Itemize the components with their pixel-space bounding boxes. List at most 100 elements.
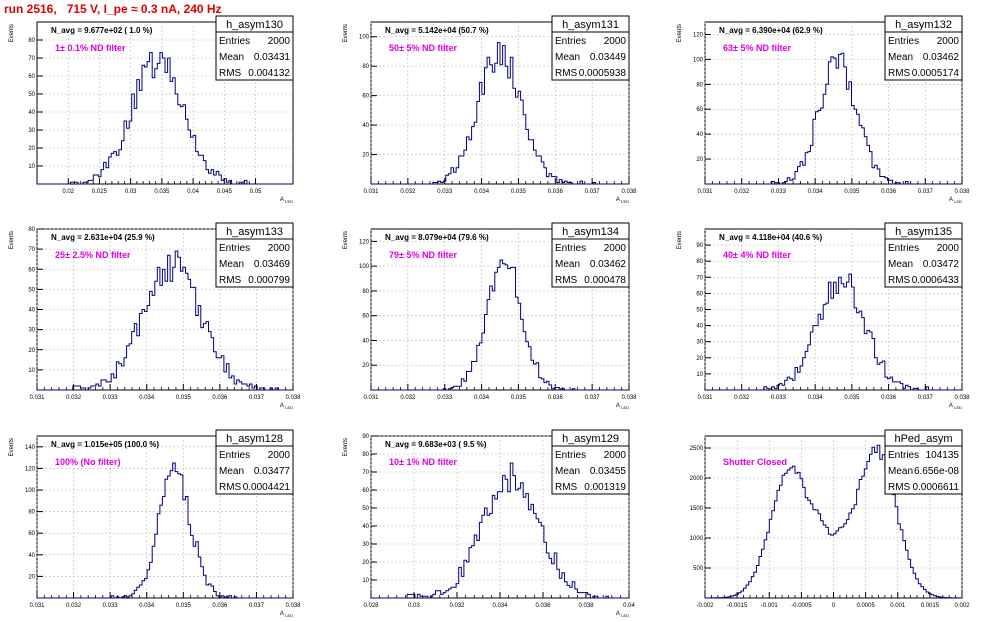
y-tick-label: 40 [28,110,35,116]
histogram-line [37,52,293,185]
stats-rms-label: RMS [219,68,242,79]
x-tick-label: 0.034 [474,189,490,195]
x-tick-label: 0.028 [363,603,379,609]
stats-rms-value: 0.0006433 [912,275,960,286]
y-tick-label: 40 [28,553,35,559]
filter-label: 10± 1% ND filter [389,457,457,467]
y-tick-label: 40 [696,132,703,138]
x-tick-label: 0.036 [535,603,551,609]
stats-rms-label: RMS [888,482,911,493]
x-tick-label: 0.034 [139,395,155,401]
filter-label: 50± 5% ND filter [389,43,457,53]
x-tick-label: 0.033 [771,395,787,401]
stats-entries-value: 2000 [604,36,627,47]
filter-label: 79± 5% ND filter [389,250,457,260]
stats-box [215,445,294,495]
histogram-panel-h_asym131: 0.031 0.032 0.033 0.034 0.035 0.036 0.037 0.038… [343,15,637,204]
stats-box [215,238,294,288]
y-tick-label: 60 [696,107,703,113]
y-tick-label: 1500 [690,506,704,512]
x-tick-label: 0.037 [918,395,934,401]
x-axis-label: A LED [280,611,293,618]
x-tick-label: 0.031 [697,189,713,195]
x-tick-label: -0.001 [761,603,779,609]
stats-mean-value: 0.03462 [923,52,960,63]
x-tick-label: 0.037 [249,603,265,609]
y-tick-label: 60 [28,267,35,273]
x-tick-label: 0.038 [621,395,637,401]
stats-mean-value: 0.03431 [254,52,291,63]
y-tick-label: 20 [696,356,703,362]
y-tick-label: 10 [28,368,35,374]
x-tick-label: 0.037 [918,189,934,195]
y-tick-label: 30 [696,340,703,346]
x-tick-label: 0.032 [66,395,82,401]
plot-frame [36,435,294,599]
n-avg-label: N_avg = 2.631e+04 (25.9 %) [51,233,155,242]
stats-rms-value: 0.0005174 [912,68,960,79]
y-tick-label: 2500 [690,446,704,452]
x-tick-label: 0.031 [363,189,379,195]
y-tick-label: 30 [362,542,369,548]
histogram-line [371,259,629,391]
stats-box [884,238,963,288]
stats-entries-value: 2000 [937,243,960,254]
x-tick-label: 0.036 [548,395,564,401]
x-tick-label: 0.03 [125,189,137,195]
n-avg-label: N_avg = 9.683e+03 ( 9.5 %) [385,440,487,449]
x-tick-label: 0.038 [621,189,637,195]
y-tick-label: 100 [693,57,704,63]
x-tick-label: 0.031 [363,395,379,401]
histogram-panel-h_asym129: 0.028 0.03 0.032 0.034 0.036 0.038 0.04 10 20 30 4… [343,429,635,618]
x-tick-label: 0.031 [29,395,45,401]
x-tick-label: 0.038 [285,395,301,401]
x-axis-label-subscript: LED [954,199,962,204]
x-tick-label: 0.031 [29,603,45,609]
y-tick-label: 50 [28,92,35,98]
stats-mean-label: Mean [888,259,913,270]
x-tick-label: 0.036 [212,395,228,401]
stats-mean-label: Mean [555,466,580,477]
y-tick-label: 120 [25,466,36,472]
x-axis-label-subscript: LED [621,199,629,204]
x-axis-label: A LED [949,403,962,410]
y-tick-label: 40 [362,338,369,344]
x-tick-label: 0.025 [92,189,108,195]
x-tick-label: 0.038 [954,395,970,401]
x-tick-label: 0.033 [103,395,119,401]
y-tick-label: 20 [362,560,369,566]
x-tick-label: -0.002 [696,603,714,609]
y-tick-label: 60 [28,531,35,537]
x-tick-label: 0.002 [954,603,970,609]
stats-histogram-name: h_asym133 [226,226,283,238]
stats-entries-value: 2000 [268,450,291,461]
stats-histogram-name: h_asym135 [895,226,952,238]
x-tick-label: 0 [832,603,836,609]
y-tick-label: 60 [362,488,369,494]
histogram-line [371,462,629,599]
stats-rms-value: 0.001319 [584,482,626,493]
stats-entries-value: 2000 [268,36,291,47]
n-avg-label: N_avg = 9.677e+02 ( 1.0 %) [51,26,153,35]
stats-entries-value: 2000 [268,243,291,254]
y-tick-label: 80 [696,82,703,88]
y-tick-label: 10 [362,578,369,584]
y-tick-label: 1000 [690,536,704,542]
histogram-panel-h_asym135: 0.031 0.032 0.033 0.034 0.035 0.036 0.037 0.038… [677,222,970,410]
y-tick-label: 50 [362,506,369,512]
y-tick-label: 80 [28,227,35,233]
stats-mean-label: Mean [555,52,580,63]
x-axis-label-subscript: LED [285,405,293,410]
y-tick-label: 70 [696,275,703,281]
x-axis-label-subscript: LED [285,613,293,618]
stats-histogram-name: h_asym131 [562,19,619,31]
x-tick-label: 0.03 [408,603,420,609]
x-tick-label: 0.037 [585,189,601,195]
x-tick-label: 0.033 [771,189,787,195]
y-axis-label: Events [9,438,15,456]
y-tick-label: 80 [28,38,35,44]
stats-mean-label: Mean [888,466,913,477]
x-axis-label-subscript: LED [621,613,629,618]
stats-entries-label: Entries [888,36,919,47]
stats-box [884,445,963,495]
